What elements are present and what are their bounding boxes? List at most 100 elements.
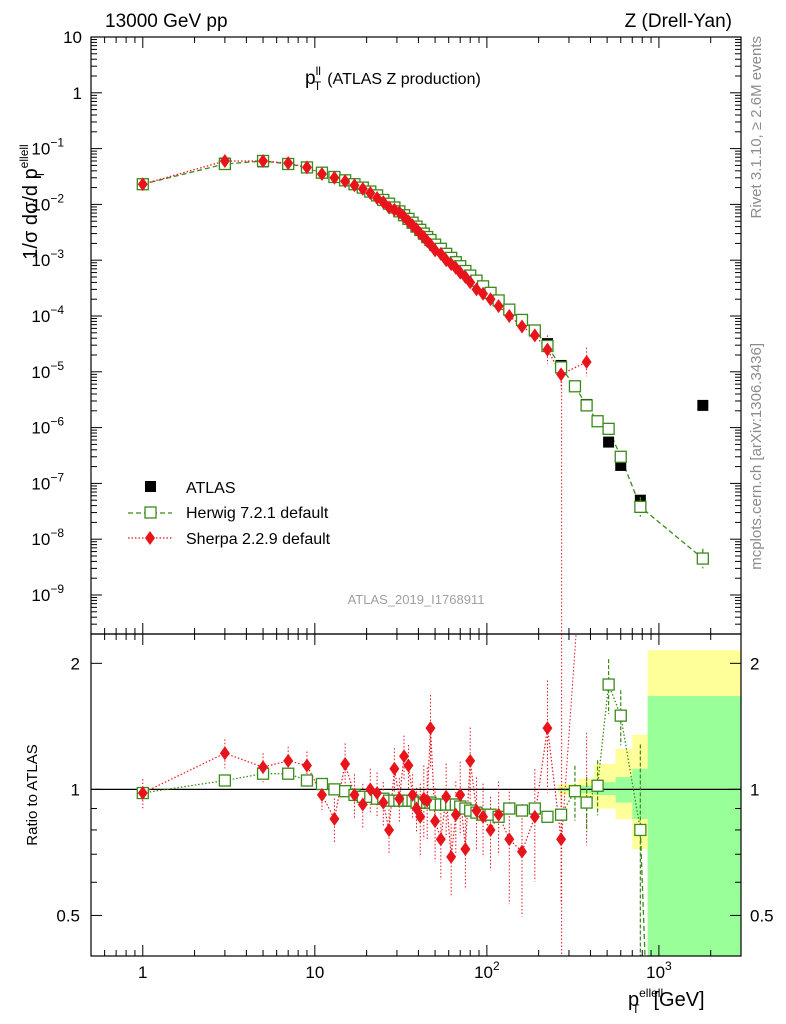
sherpa-ratio-point — [460, 842, 471, 857]
herwig-line — [142, 160, 704, 560]
sherpa-ratio-point — [516, 844, 527, 859]
herwig-point — [696, 552, 709, 565]
sherpa-ratio-point — [435, 832, 446, 847]
sherpa-point — [340, 174, 351, 189]
main-y-tick-label: 10−5 — [31, 359, 64, 382]
atlas-point — [697, 399, 709, 411]
ratio-uncertainty-bands — [91, 650, 741, 956]
sherpa-ratio-point — [450, 807, 461, 822]
sherpa-point — [493, 299, 504, 314]
x-tick-label: 1 — [138, 963, 147, 982]
sherpa-ratio-point — [485, 822, 496, 837]
main-y-tick-label: 10−6 — [31, 415, 64, 438]
x-tick-label-exp: 2 — [493, 959, 500, 973]
legend-label-atlas: ATLAS — [186, 480, 236, 497]
main-y-tick-label: 10−3 — [31, 247, 64, 270]
main-y-tick-label: 1 — [73, 84, 82, 103]
ratio-panel: 1 10 102 103 0.5 0.51 12 2 Ratio to ATLAS pell… — [24, 633, 774, 1016]
sherpa-ratio-point — [394, 791, 405, 806]
sherpa-point — [485, 292, 496, 307]
x-tick-label-exp: 3 — [665, 959, 672, 973]
ratio-y-tick-label-right: 0.5 — [750, 906, 774, 925]
main-y-tick-label-exp: −3 — [50, 247, 64, 261]
herwig-ratio-point — [541, 810, 554, 823]
x-axis-label-sup: ellell — [639, 986, 663, 1000]
ratio-x-ticks: 1 10 102 103 — [90, 634, 742, 982]
main-y-tick-label-base: 1 — [73, 84, 82, 103]
herwig-point — [634, 500, 647, 513]
legend-item-atlas: ATLAS — [145, 480, 236, 497]
sherpa-point — [258, 153, 269, 168]
ratio-y-tick-label-left: 2 — [71, 654, 80, 673]
sherpa-ratio-point — [219, 746, 230, 761]
main-y-tick-label-exp: −2 — [50, 191, 64, 205]
main-panel: 10−910−810−710−610−510−410−310−210−1110 … — [17, 28, 742, 635]
sherpa-point — [529, 328, 540, 343]
herwig-ratio-point — [614, 709, 627, 722]
main-y-tick-label-base: 10 — [31, 363, 50, 382]
main-y-tick-label-base: 10 — [31, 251, 50, 270]
x-tick-label: 10 — [305, 963, 324, 982]
herwig-ratio-point — [328, 783, 341, 796]
sherpa-ratio-point — [493, 807, 504, 822]
sherpa-ratio-point — [403, 758, 414, 773]
legend-marker-herwig — [144, 506, 157, 519]
sherpa-ratio-point — [504, 832, 515, 847]
sherpa-point — [316, 167, 327, 182]
main-y-tick-label-exp: −8 — [50, 526, 64, 540]
sherpa-ratio-point — [471, 803, 482, 818]
main-y-tick-label-exp: −6 — [50, 415, 64, 429]
sherpa-ratio-point — [329, 811, 340, 826]
herwig-ratio-point — [218, 774, 232, 787]
sherpa-ratio-point — [441, 789, 452, 804]
herwig-ratio-point — [300, 774, 314, 787]
main-y-tick-label-base: 10 — [31, 419, 50, 438]
legend-item-sherpa: Sherpa 2.2.9 default — [128, 531, 331, 548]
main-y-tick-label-base: 10 — [63, 28, 82, 47]
legend-label-herwig: Herwig 7.2.1 default — [186, 505, 329, 522]
sherpa-ratio-point — [407, 787, 418, 802]
herwig-point — [602, 422, 615, 435]
x-tick-label: 102 — [474, 959, 500, 982]
rivet-label: Rivet 3.1.10, ≥ 2.6M events — [748, 36, 765, 219]
main-y-tick-label-base: 10 — [31, 140, 50, 159]
sherpa-ratio-point — [399, 749, 410, 764]
x-axis-label-sub: T — [632, 1002, 640, 1016]
main-y-tick-label: 10−8 — [31, 526, 64, 549]
mcplots-label: mcplots.cern.ch [arXiv:1306.3436] — [748, 343, 765, 570]
sherpa-ratio-point — [349, 787, 360, 802]
herwig-point — [568, 380, 582, 393]
x-tick-label-base: 10 — [305, 963, 324, 982]
legend-marker-atlas — [145, 481, 156, 492]
x-axis-label-main: p — [628, 989, 639, 1011]
sherpa-point — [219, 153, 230, 168]
sherpa-ratio-point — [430, 814, 441, 829]
sherpa-point — [504, 308, 515, 323]
main-y-tick-label: 10 — [63, 28, 82, 47]
sherpa-point — [365, 186, 376, 201]
ratio-frame — [90, 633, 742, 957]
atlas-point — [615, 459, 627, 471]
herwig-ratio-point — [282, 767, 295, 780]
main-y-tick-label: 10−9 — [31, 582, 64, 605]
sherpa-ratio-point — [389, 761, 400, 776]
main-y-tick-label: 10−7 — [31, 470, 64, 493]
sherpa-point — [329, 170, 340, 185]
x-tick-label-base: 10 — [646, 963, 665, 982]
header-left: 13000 GeV pp — [105, 11, 228, 32]
ratio-y-tick-label-left: 0.5 — [56, 906, 80, 925]
main-y-tick-label-exp: −4 — [50, 303, 64, 317]
main-y-tick-label: 10−2 — [31, 191, 64, 214]
sherpa-point — [581, 354, 592, 369]
main-y-tick-label-base: 10 — [31, 195, 50, 214]
main-y-tick-label-base: 10 — [31, 586, 50, 605]
x-axis-label-unit: [GeV] — [653, 989, 704, 1011]
sherpa-point — [556, 367, 567, 382]
herwig-ratio-point — [591, 779, 604, 792]
ratio-y-tick-label-left: 1 — [71, 780, 80, 799]
herwig-ratio-point — [580, 796, 593, 809]
plot-title-sup: ll — [316, 64, 321, 78]
legend-item-herwig: Herwig 7.2.1 default — [128, 505, 329, 522]
sherpa-point — [301, 160, 312, 175]
